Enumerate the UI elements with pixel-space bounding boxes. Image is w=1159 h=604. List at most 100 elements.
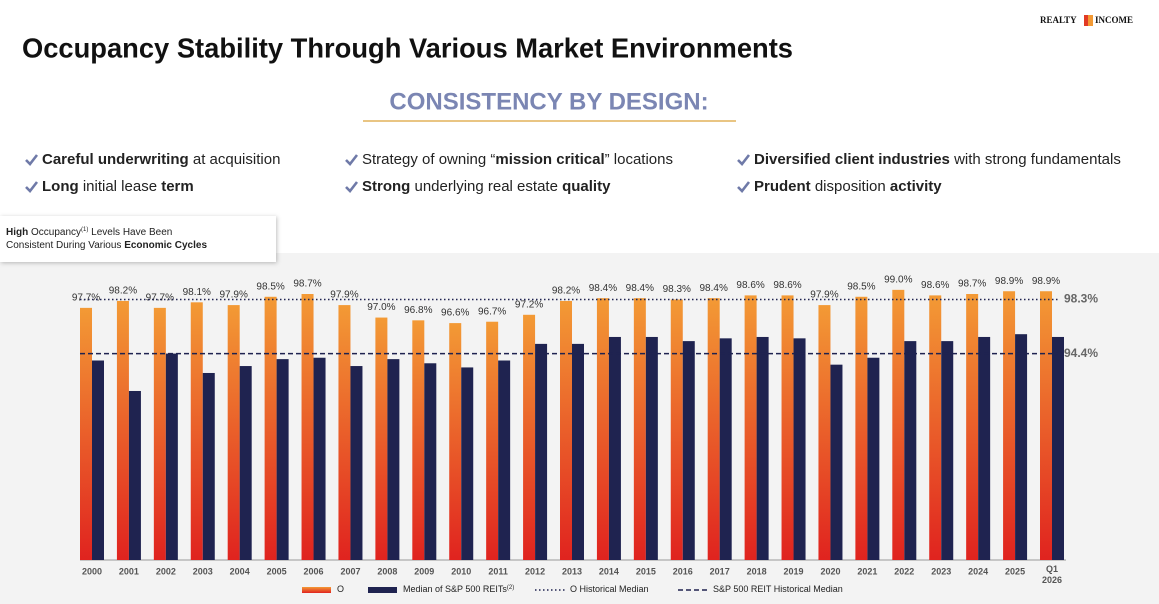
- bar: [461, 367, 474, 560]
- bullet-segment: underlying real estate: [410, 178, 562, 195]
- value-label: 97.9%: [330, 290, 358, 301]
- bar: [1015, 334, 1028, 560]
- bar: [1003, 291, 1016, 560]
- bar: [608, 336, 621, 560]
- bar: [276, 359, 289, 560]
- bar: [301, 294, 314, 560]
- reference-label: 94.4%: [1064, 346, 1098, 360]
- callout-line: High Occupancy(1) Levels Have Been: [6, 227, 172, 238]
- bar: [80, 307, 92, 560]
- bullet-segment: mission critical: [495, 151, 604, 168]
- legend-label-text: S&P 500 REIT Historical Median: [713, 584, 843, 594]
- bar: [202, 372, 215, 560]
- legend-label-text: Median of S&P 500 REITs: [403, 584, 507, 594]
- bar: [153, 307, 166, 560]
- bar: [313, 357, 326, 560]
- x-tick-label: 2014: [599, 566, 619, 576]
- value-label: 98.5%: [847, 281, 875, 292]
- bar: [227, 305, 240, 560]
- value-label: 97.7%: [146, 293, 174, 304]
- x-tick-label: 2015: [636, 566, 656, 576]
- bar: [596, 298, 609, 560]
- callout-line: Consistent During Various Economic Cycle…: [6, 240, 207, 251]
- bar: [793, 338, 806, 560]
- x-tick-label: 2013: [562, 566, 582, 576]
- check-icon: [345, 154, 359, 166]
- bullet: Strategy of owning “mission critical” lo…: [362, 151, 673, 168]
- bullet-segment: Diversified client industries: [754, 151, 950, 168]
- x-tick-label: 2022: [894, 566, 914, 576]
- bar: [498, 360, 511, 560]
- legend-label-text: O: [337, 584, 344, 594]
- bullet-segment: disposition: [811, 178, 890, 195]
- bullet-segment: term: [161, 178, 194, 195]
- bar: [744, 295, 757, 560]
- bar: [92, 360, 104, 560]
- value-label: 98.7%: [958, 279, 986, 290]
- check-icon: [737, 181, 751, 193]
- x-tick-label: 2016: [673, 566, 693, 576]
- bar: [239, 366, 252, 560]
- legend-label: O Historical Median: [570, 584, 649, 594]
- bar: [756, 336, 769, 560]
- bar: [424, 363, 437, 560]
- bullet-segment: with strong fundamentals: [950, 151, 1121, 168]
- x-tick-label: 2007: [340, 566, 360, 576]
- legend-label: Median of S&P 500 REITs(2): [403, 584, 514, 594]
- bullet-segment: Strategy of owning “: [362, 151, 495, 168]
- title: Occupancy Stability Through Various Mark…: [22, 32, 793, 63]
- bar: [165, 353, 178, 560]
- bar: [682, 341, 695, 560]
- bar: [855, 296, 868, 560]
- bar: [560, 300, 572, 560]
- value-label: 98.2%: [552, 286, 580, 297]
- bullet-segment: ” locations: [605, 151, 673, 168]
- x-tick-label: 2004: [230, 566, 250, 576]
- bar: [904, 341, 917, 560]
- legend-label-note: (2): [507, 585, 514, 591]
- bar: [867, 357, 880, 560]
- x-tick-label: 2009: [414, 566, 434, 576]
- check-icon: [25, 181, 39, 193]
- value-label: 98.5%: [256, 281, 284, 292]
- callout-segment: Levels Have Been: [88, 227, 172, 238]
- x-tick-label: 2021: [857, 566, 877, 576]
- subtitle: CONSISTENCY BY DESIGN:: [389, 88, 708, 115]
- legend-swatch: [368, 587, 397, 593]
- bullet-segment: Strong: [362, 178, 410, 195]
- bar: [1052, 336, 1064, 560]
- bullet: Strong underlying real estate quality: [362, 178, 611, 195]
- bullet-segment: Long: [42, 178, 79, 195]
- bullet-segment: activity: [890, 178, 942, 195]
- value-label: 98.3%: [663, 284, 691, 295]
- bullet-segment: quality: [562, 178, 611, 195]
- x-tick-label-line: 2026: [1042, 575, 1062, 585]
- bar: [707, 298, 720, 560]
- value-label: 98.1%: [183, 287, 211, 298]
- value-label: 98.9%: [995, 276, 1023, 287]
- value-label: 98.4%: [589, 283, 617, 294]
- bar: [535, 343, 548, 560]
- bar: [719, 338, 732, 560]
- bar: [523, 314, 536, 560]
- x-tick-label: 2024: [968, 566, 988, 576]
- bar: [116, 300, 129, 560]
- x-tick-label: 2012: [525, 566, 545, 576]
- callout-segment: Consistent During Various: [6, 240, 124, 251]
- bar: [128, 390, 141, 560]
- value-label: 98.6%: [773, 280, 801, 291]
- bullet-segment: Prudent: [754, 178, 811, 195]
- callout-box: [0, 216, 276, 262]
- bullet-segment: Careful underwriting: [42, 151, 189, 168]
- bar: [338, 305, 351, 560]
- x-tick-label: 2017: [710, 566, 730, 576]
- value-label: 96.8%: [404, 305, 432, 316]
- bar: [941, 341, 954, 560]
- bullet: Careful underwriting at acquisition: [42, 151, 280, 168]
- bar: [190, 302, 203, 560]
- value-label: 98.6%: [736, 280, 764, 291]
- bar: [387, 359, 400, 560]
- reference-label: 98.3%: [1064, 292, 1098, 306]
- bullet: Prudent disposition activity: [754, 178, 942, 195]
